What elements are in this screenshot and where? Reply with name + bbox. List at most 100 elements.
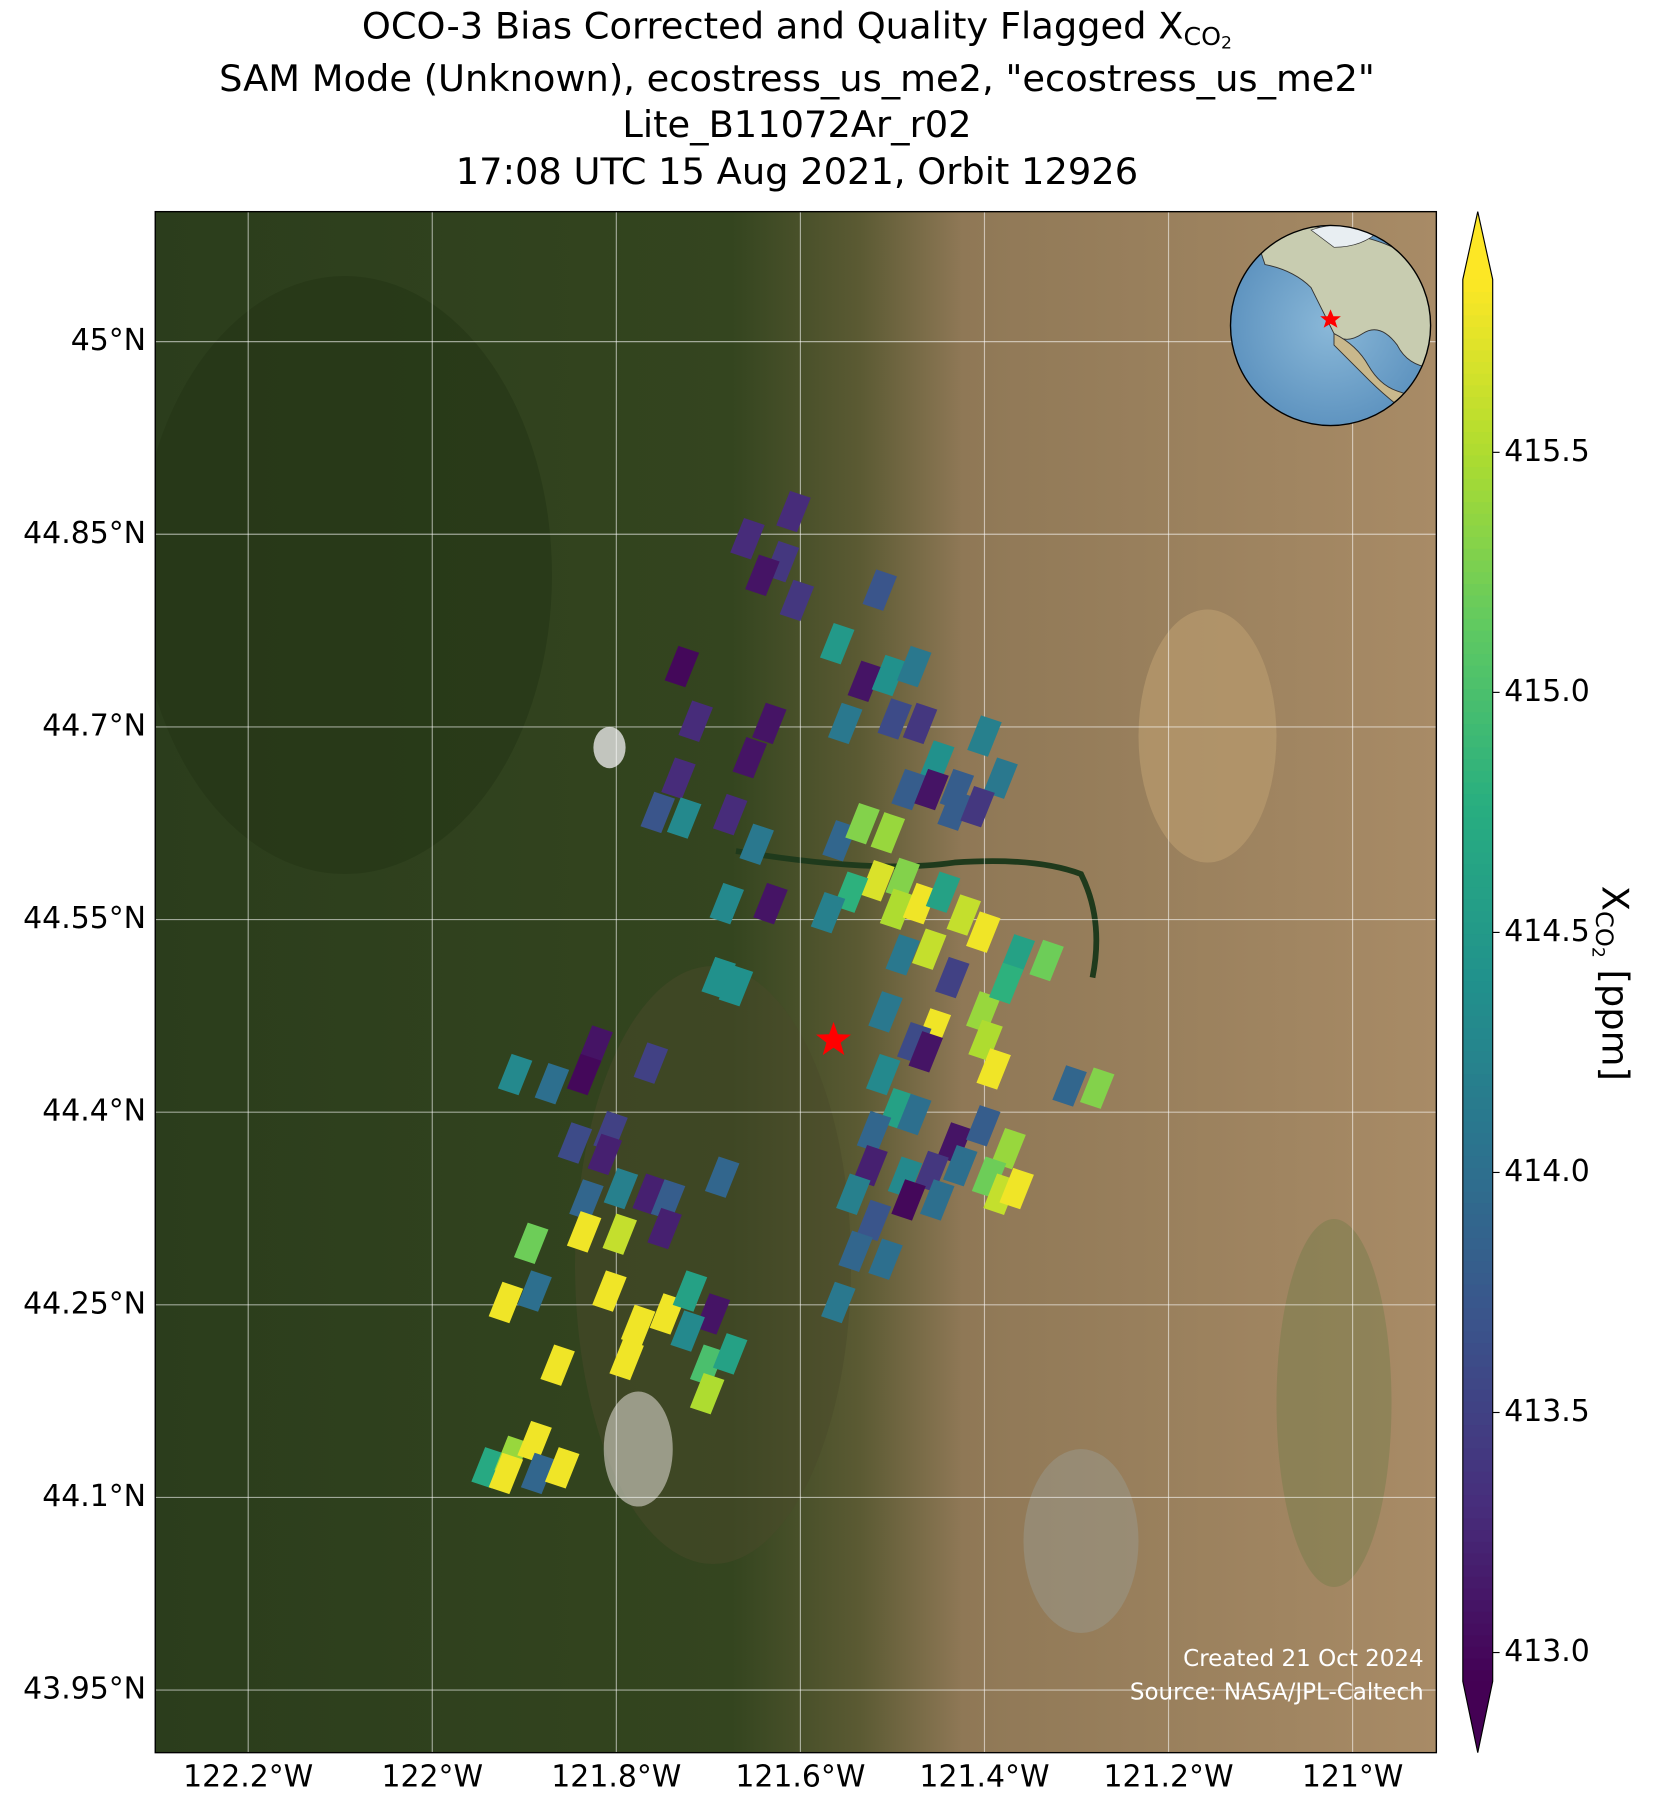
colorbar-segment xyxy=(1462,793,1493,806)
footprint xyxy=(896,645,932,688)
colorbar-segment xyxy=(1462,1529,1493,1542)
colorbar-segment xyxy=(1462,1669,1493,1683)
colorbar-segment xyxy=(1462,898,1493,912)
footprint xyxy=(1029,939,1064,982)
colorbar-segment xyxy=(1462,1319,1493,1332)
footprint xyxy=(887,1156,923,1198)
footprint xyxy=(640,791,676,834)
title-line: OCO-3 Bias Corrected and Quality Flagged… xyxy=(362,4,1232,54)
y-tick-label: 44.1°N xyxy=(42,1479,146,1514)
colorbar-segment xyxy=(1462,968,1493,982)
y-tick-label: 44.85°N xyxy=(23,516,146,551)
colorbar-segment xyxy=(1462,1377,1493,1390)
colorbar-segment xyxy=(1462,1073,1493,1087)
footprint xyxy=(1052,1065,1087,1107)
colorbar-segment xyxy=(1462,875,1493,888)
title-text: OCO-3 Bias Corrected and Quality Flagged… xyxy=(362,4,1184,47)
colorbar-segment xyxy=(1462,1447,1493,1461)
colorbar-segment xyxy=(1462,1295,1493,1309)
footprint xyxy=(819,622,855,665)
colorbar-segment xyxy=(1462,384,1493,398)
colorbar-segment xyxy=(1462,1038,1493,1052)
footprint xyxy=(810,892,846,934)
colorbar-segment xyxy=(1462,1506,1493,1519)
y-tick-label: 44.7°N xyxy=(42,708,146,743)
colorbar-segment xyxy=(1462,1330,1493,1344)
colorbar-segment xyxy=(1462,700,1493,713)
colorbar-segment xyxy=(1462,1155,1493,1169)
footprint xyxy=(885,934,920,976)
footer-text: Source: NASA/JPL-Caltech xyxy=(1130,1679,1424,1705)
colorbar-segment xyxy=(1462,1179,1493,1192)
footprint xyxy=(520,1452,556,1495)
colorbar-segment xyxy=(1462,1564,1493,1577)
footprint xyxy=(937,1122,972,1164)
footprint xyxy=(712,1333,748,1375)
footprint xyxy=(488,1452,524,1495)
colorbar-segment xyxy=(1462,1354,1493,1367)
colorbar-segment xyxy=(1462,594,1493,608)
colorbar-tick-label: 414.0 xyxy=(1504,1154,1590,1189)
colorbar-segment xyxy=(1462,746,1493,760)
colorbar-segment xyxy=(1462,1097,1493,1110)
footprint xyxy=(946,894,982,936)
footprint xyxy=(966,911,1001,953)
basemap xyxy=(155,211,1437,1753)
colorbar-segment xyxy=(1462,548,1493,561)
colorbar-segment xyxy=(1462,501,1493,514)
colorbar-segment xyxy=(1462,1132,1493,1145)
colorbar-segment xyxy=(1462,1108,1493,1122)
footer-text: Created 21 Oct 2024 xyxy=(1183,1646,1424,1672)
colorbar-segment xyxy=(1462,629,1493,643)
colorbar-segment xyxy=(1462,1389,1493,1402)
footprint xyxy=(544,1447,580,1489)
footprint xyxy=(534,1062,570,1105)
colorbar-segment xyxy=(1462,478,1493,491)
footprint xyxy=(914,1150,949,1193)
footprint xyxy=(939,768,975,811)
colorbar-segment xyxy=(1462,1459,1493,1472)
footprint xyxy=(517,1270,552,1312)
colorbar-segment xyxy=(1462,1167,1493,1180)
footprint xyxy=(868,1238,903,1280)
footprint xyxy=(752,702,787,745)
colorbar-segment xyxy=(1462,1342,1493,1355)
footprint xyxy=(856,1110,892,1153)
colorbar-segment xyxy=(1462,816,1493,830)
y-tick-label: 44.55°N xyxy=(23,901,146,936)
colorbar-segment xyxy=(1462,840,1493,853)
target-star xyxy=(816,1021,852,1056)
colorbar-segment xyxy=(1462,302,1493,316)
colorbar-segment xyxy=(1462,957,1493,970)
footprint xyxy=(960,785,995,828)
colorbar-segment xyxy=(1462,1120,1493,1133)
colorbar-segment xyxy=(1462,1202,1493,1215)
footprint xyxy=(920,1179,955,1221)
footprint xyxy=(896,1093,932,1136)
label-subscript: CO xyxy=(1590,911,1618,947)
colorbar-segment xyxy=(1462,1412,1493,1426)
label-subsubscript: 2 xyxy=(1587,947,1607,958)
colorbar-tick-label: 414.5 xyxy=(1504,914,1590,949)
colorbar-segment xyxy=(1462,1237,1493,1250)
colorbar-segment xyxy=(1462,1027,1493,1040)
footprint xyxy=(868,991,903,1033)
colorbar-segment xyxy=(1462,618,1493,631)
colorbar-segment xyxy=(1462,571,1493,584)
colorbar-segment xyxy=(1462,851,1493,865)
footprint xyxy=(847,660,883,703)
colorbar-segment xyxy=(1462,583,1493,596)
colorbar-segment xyxy=(1462,396,1493,409)
footprint xyxy=(856,1199,892,1242)
footprint xyxy=(540,1344,575,1386)
footprint xyxy=(968,1019,1003,1062)
footprint xyxy=(827,702,863,745)
title-line: Lite_B11072Ar_r02 xyxy=(622,103,971,146)
colorbar-segment xyxy=(1462,1307,1493,1320)
colorbar-outline xyxy=(1462,211,1494,1753)
colorbar-segment xyxy=(1462,372,1493,386)
colorbar-segment xyxy=(1462,735,1493,748)
footprint xyxy=(566,1211,602,1253)
x-tick-label: 121.4°W xyxy=(919,1759,1049,1794)
colorbar-segment xyxy=(1462,408,1493,421)
